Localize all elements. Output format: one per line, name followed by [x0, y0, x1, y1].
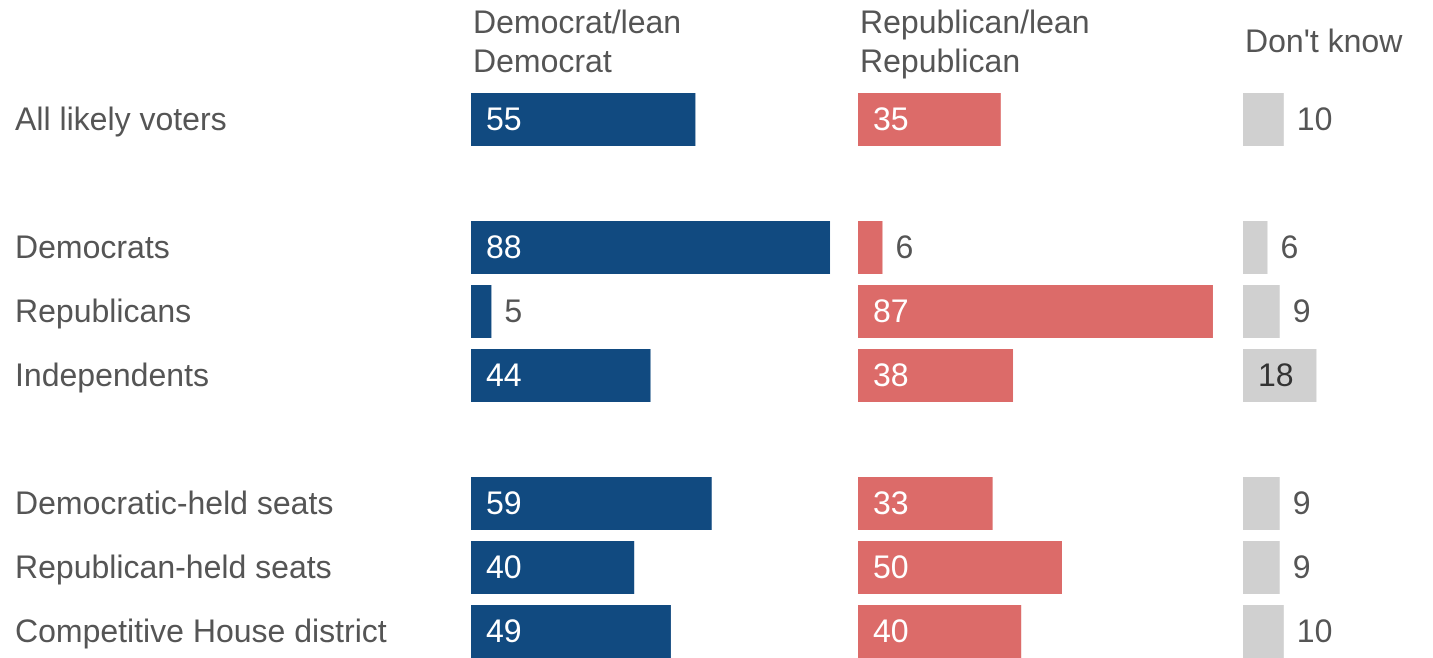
series-header-0-line-0: Democrat/lean: [473, 4, 681, 40]
bar: [858, 541, 1062, 594]
series-header-1-line-0: Republican/lean: [860, 4, 1090, 40]
bar: [471, 285, 492, 338]
data-label: 6: [1280, 229, 1298, 265]
bar: [858, 349, 1014, 402]
bar: [471, 477, 712, 530]
bar: [1243, 349, 1317, 402]
bar: [858, 93, 1001, 146]
series-header-0-line-1: Democrat: [473, 43, 612, 79]
data-label: 50: [873, 549, 909, 585]
data-label: 9: [1293, 293, 1311, 329]
category-label: Republicans: [15, 293, 191, 329]
bar: [471, 605, 671, 658]
category-label: Republican-held seats: [15, 549, 332, 585]
data-label: 55: [486, 101, 522, 137]
data-label: 33: [873, 485, 909, 521]
data-label: 87: [873, 293, 909, 329]
data-label: 5: [504, 293, 522, 329]
category-label: Democrats: [15, 229, 170, 265]
data-label: 35: [873, 101, 909, 137]
data-label: 38: [873, 357, 909, 393]
category-label: Democratic-held seats: [15, 485, 333, 521]
bar: [1243, 477, 1280, 530]
category-label: Competitive House district: [15, 613, 387, 649]
bar: [858, 221, 883, 274]
data-label: 10: [1297, 613, 1333, 649]
data-label: 6: [895, 229, 913, 265]
bar: [1243, 285, 1280, 338]
data-label: 49: [486, 613, 522, 649]
data-label: 18: [1258, 357, 1294, 393]
bar: [858, 605, 1022, 658]
data-label: 88: [486, 229, 522, 265]
data-label: 9: [1293, 485, 1311, 521]
data-label: 40: [486, 549, 522, 585]
bar: [471, 93, 696, 146]
data-label: 44: [486, 357, 522, 393]
bar: [1243, 221, 1268, 274]
bar: [471, 541, 635, 594]
series-header-2-line-0: Don't know: [1245, 23, 1403, 59]
bar: [1243, 605, 1284, 658]
data-label: 40: [873, 613, 909, 649]
data-label: 9: [1293, 549, 1311, 585]
bar: [1243, 541, 1280, 594]
data-label: 10: [1297, 101, 1333, 137]
bar: [471, 221, 831, 274]
category-label: Independents: [15, 357, 209, 393]
bar: [858, 477, 993, 530]
category-label: All likely voters: [15, 101, 227, 137]
bar: [471, 349, 651, 402]
bar: [1243, 93, 1284, 146]
series-header-1-line-1: Republican: [860, 43, 1020, 79]
bar: [858, 285, 1213, 338]
data-label: 59: [486, 485, 522, 521]
